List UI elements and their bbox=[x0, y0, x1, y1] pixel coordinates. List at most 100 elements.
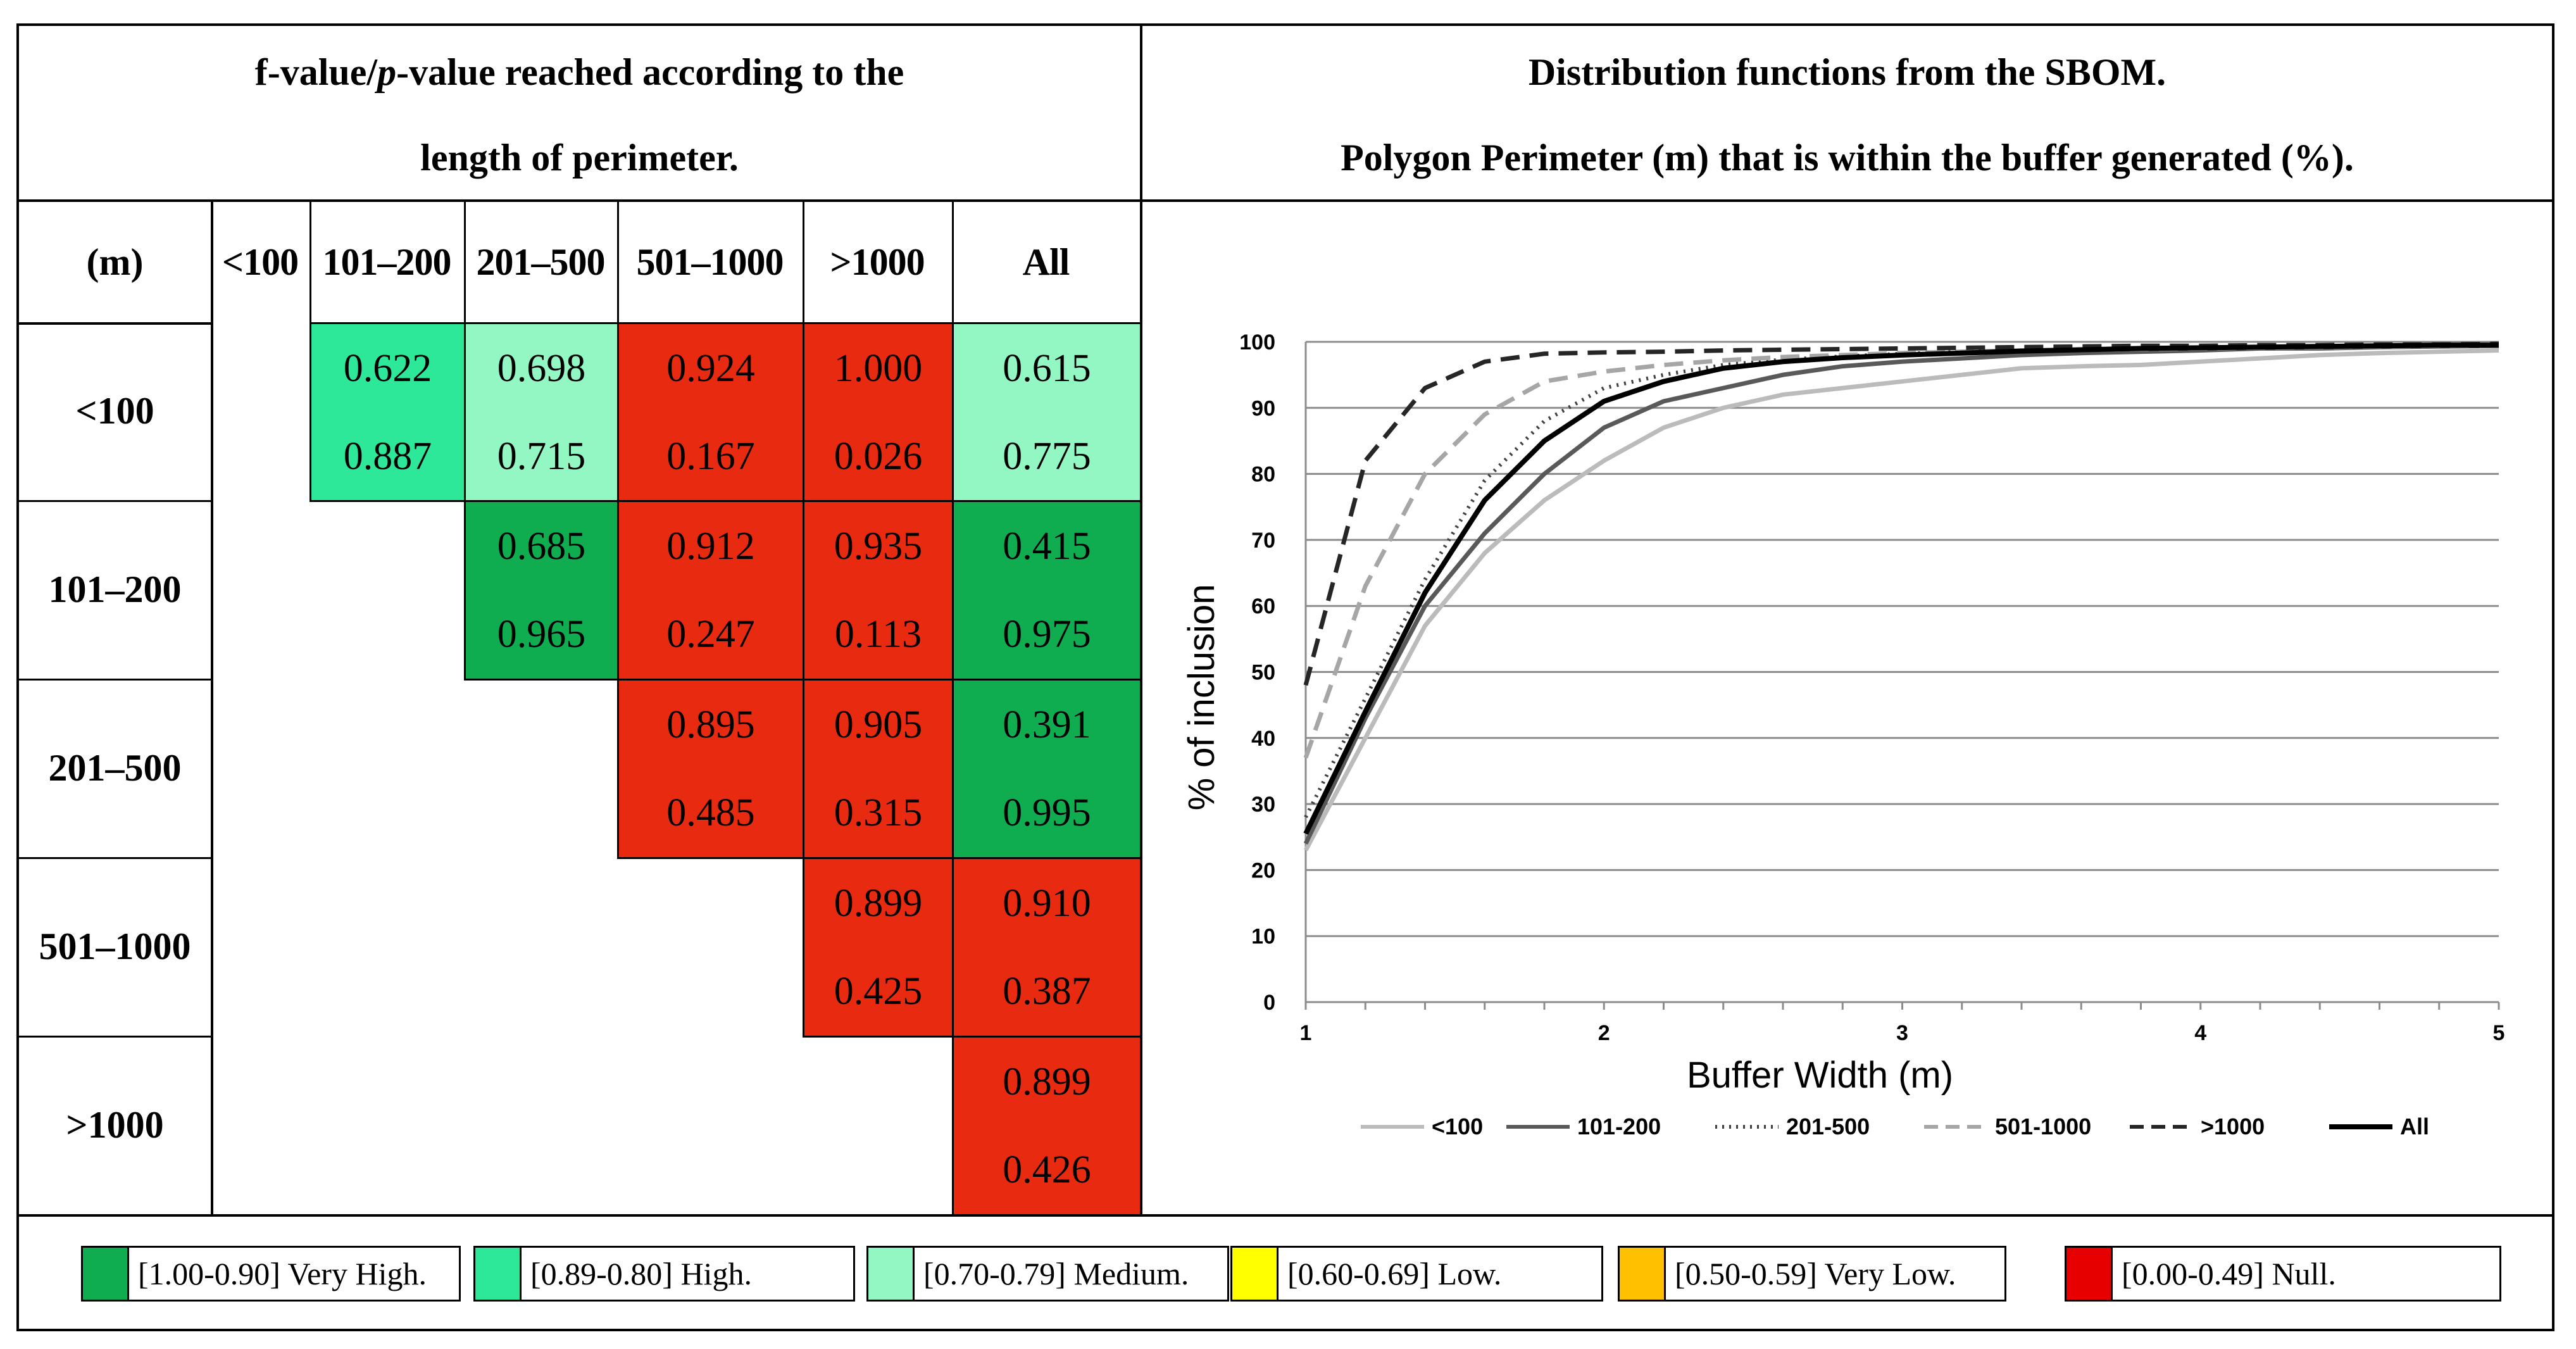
header-bottom-line bbox=[19, 322, 211, 325]
p-value: 0.387 bbox=[1003, 970, 1091, 1013]
left-title-pre: f-value/ bbox=[254, 51, 378, 93]
series-line bbox=[1303, 348, 2499, 851]
series-line bbox=[1303, 342, 2499, 835]
p-value: 0.715 bbox=[497, 434, 586, 478]
y-tick-label: 70 bbox=[1251, 529, 1275, 553]
matrix-cell: 0.912 0.247 bbox=[617, 500, 804, 681]
y-tick-label: 100 bbox=[1239, 330, 1275, 355]
legend-label: [0.89-0.80] High. bbox=[530, 1256, 752, 1291]
column-header: 101–200 bbox=[322, 241, 452, 283]
row-header: <100 bbox=[75, 390, 154, 432]
header-col-divider bbox=[803, 202, 804, 322]
left-title-post: -value reached according to the bbox=[396, 51, 904, 93]
matrix-cell: 0.935 0.113 bbox=[803, 500, 954, 681]
matrix-cell: 0.615 0.775 bbox=[952, 322, 1142, 502]
p-value: 0.975 bbox=[1003, 613, 1091, 656]
f-value: 0.615 bbox=[1003, 346, 1091, 390]
row-header-divider bbox=[211, 202, 213, 1214]
legend-item: [0.60-0.69] Low. bbox=[1230, 1246, 1603, 1302]
matrix-cell: 0.415 0.975 bbox=[952, 500, 1142, 681]
y-tick-label: 10 bbox=[1251, 925, 1275, 949]
f-value: 0.912 bbox=[666, 524, 755, 568]
row-header-divider-line bbox=[19, 1036, 211, 1038]
x-tick-label: 4 bbox=[2194, 1021, 2206, 1045]
y-tick-label: 0 bbox=[1263, 991, 1275, 1015]
f-value: 0.935 bbox=[834, 524, 923, 568]
p-value: 0.315 bbox=[834, 791, 923, 835]
legend-swatch bbox=[2066, 1248, 2113, 1300]
row-header-divider-line bbox=[19, 679, 211, 681]
legend-divider bbox=[16, 1214, 2554, 1217]
left-title-line2: length of perimeter. bbox=[420, 137, 739, 179]
f-value: 0.899 bbox=[1003, 1060, 1091, 1103]
legend-swatch bbox=[1620, 1248, 1666, 1300]
f-value: 1.000 bbox=[834, 346, 923, 390]
legend-item: [0.00-0.49] Null. bbox=[2065, 1246, 2501, 1302]
right-panel-title: Distribution functions from the SBOM. Po… bbox=[1142, 28, 2552, 199]
legend-label: [0.50-0.59] Very Low. bbox=[1675, 1256, 1956, 1291]
matrix-cell: 0.905 0.315 bbox=[803, 679, 954, 859]
y-tick-label: 50 bbox=[1251, 661, 1275, 685]
legend-label: [0.60-0.69] Low. bbox=[1287, 1256, 1502, 1291]
matrix-cell: 0.924 0.167 bbox=[617, 322, 804, 502]
header-col-divider bbox=[617, 202, 619, 322]
right-title-line1: Distribution functions from the SBOM. bbox=[1528, 51, 2166, 93]
legend-label: [0.70-0.79] Medium. bbox=[923, 1256, 1189, 1291]
y-tick-label: 80 bbox=[1251, 463, 1275, 487]
column-header: 501–1000 bbox=[636, 241, 784, 283]
f-value: 0.415 bbox=[1003, 524, 1091, 568]
y-tick-label: 40 bbox=[1251, 727, 1275, 751]
column-header: 201–500 bbox=[476, 241, 606, 283]
header-col-divider bbox=[464, 202, 466, 322]
f-value: 0.899 bbox=[834, 881, 923, 925]
row-header: 101–200 bbox=[48, 568, 182, 610]
row-header-divider-line bbox=[19, 500, 211, 502]
y-tick-label: 90 bbox=[1251, 396, 1275, 420]
p-value: 0.965 bbox=[497, 613, 586, 656]
p-value: 0.426 bbox=[1003, 1148, 1091, 1192]
legend-label: 501-1000 bbox=[1995, 1114, 2091, 1139]
row-header-divider-line bbox=[19, 857, 211, 859]
matrix-cell: 0.622 0.887 bbox=[309, 322, 466, 502]
figure-frame bbox=[16, 23, 2554, 1331]
series-line bbox=[1303, 343, 2499, 845]
y-tick-label: 60 bbox=[1251, 594, 1275, 618]
row-header: 501–1000 bbox=[39, 925, 191, 967]
f-value: 0.391 bbox=[1003, 703, 1091, 746]
p-value: 0.167 bbox=[666, 434, 755, 478]
f-value: 0.622 bbox=[343, 346, 432, 390]
row-header: >1000 bbox=[66, 1103, 164, 1146]
left-title-italic: p bbox=[377, 51, 397, 93]
header-col-divider bbox=[952, 202, 954, 322]
legend-label: <100 bbox=[1432, 1114, 1483, 1139]
legend-item: [0.89-0.80] High. bbox=[473, 1246, 855, 1302]
f-value: 0.905 bbox=[834, 703, 923, 746]
x-tick-label: 2 bbox=[1598, 1021, 1610, 1045]
f-value: 0.924 bbox=[666, 346, 755, 390]
x-tick-label: 1 bbox=[1300, 1021, 1312, 1045]
x-axis-label: Buffer Width (m) bbox=[1687, 1055, 1953, 1096]
legend-item: [1.00-0.90] Very High. bbox=[81, 1246, 461, 1302]
legend-swatch bbox=[1232, 1248, 1279, 1300]
matrix-cell: 0.698 0.715 bbox=[464, 322, 619, 502]
legend-item: [0.50-0.59] Very Low. bbox=[1618, 1246, 2006, 1302]
legend-label: [1.00-0.90] Very High. bbox=[138, 1256, 427, 1291]
f-value: 0.685 bbox=[497, 524, 586, 568]
row-header: 201–500 bbox=[48, 746, 182, 789]
x-tick-label: 3 bbox=[1896, 1021, 1908, 1045]
y-tick-label: 30 bbox=[1251, 793, 1275, 817]
legend-label: All bbox=[2400, 1114, 2429, 1139]
legend-label: >1000 bbox=[2201, 1114, 2265, 1139]
right-title-line2: Polygon Perimeter (m) that is within the… bbox=[1341, 137, 2354, 179]
column-header: All bbox=[1022, 241, 1070, 283]
header-col-divider bbox=[309, 202, 311, 322]
matrix-cell: 0.910 0.387 bbox=[952, 857, 1142, 1038]
corner-label: (m) bbox=[86, 241, 144, 283]
p-value: 0.775 bbox=[1003, 434, 1091, 478]
y-tick-label: 20 bbox=[1251, 858, 1275, 882]
p-value: 0.887 bbox=[343, 434, 432, 478]
title-divider bbox=[16, 199, 2554, 202]
column-header: >1000 bbox=[830, 241, 925, 283]
matrix-cell: 0.895 0.485 bbox=[617, 679, 804, 859]
